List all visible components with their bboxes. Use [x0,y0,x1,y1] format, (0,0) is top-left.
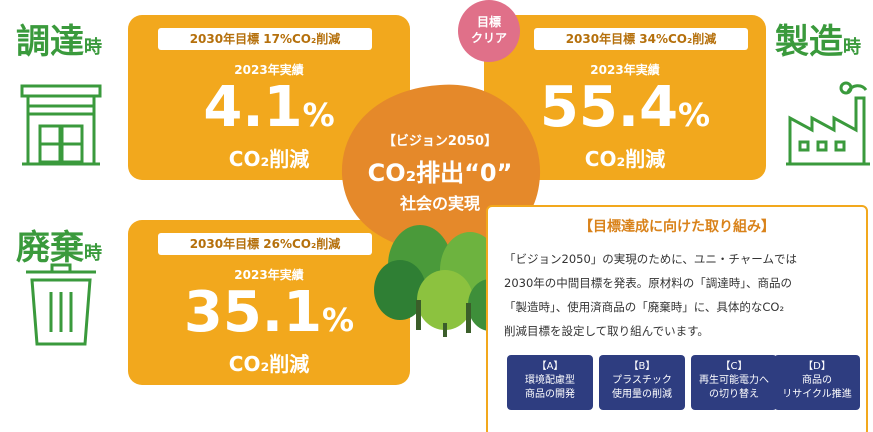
result-value: 4.1 [203,75,303,140]
heading-suffix: 時 [843,37,861,58]
heading: 廃棄時 [16,220,102,269]
result-value: 35.1 [183,280,323,345]
vision-title: CO₂排出“0” [367,159,513,187]
button-text: 商品の開発 [525,389,575,400]
vision: 【ビジョン2050】 CO₂排出“0” 社会の実現 [340,130,540,214]
heading-text: 調達 [16,22,84,62]
text-line: 「ビジョン2050」の実現のために、ユニ・チャームでは [504,252,797,266]
result-value: 55.4 [539,75,679,140]
target-label: 2030年目標 34%CO₂削減 [534,28,748,50]
initiative-button[interactable]: 【C】再生可能電力へ の切り替え [691,355,777,410]
heading-text: 製造 [775,22,843,62]
result-caption: CO₂削減 [228,147,310,171]
result-caption: CO₂削減 [584,147,666,171]
factory-icon [786,81,870,166]
result: 55.4% [484,75,766,148]
text-line: 2030年の中間目標を発表。原材料の「調達時」、商品の [504,276,793,290]
button-text: 再生可能電力へ [699,375,769,386]
button-key: 【C】 [720,361,748,372]
result: 35.1% [128,280,410,353]
year-label: 2023年実績 [234,63,304,77]
heading-text: 廃棄 [16,228,84,268]
result-card: 2030年目標 26%CO₂削減 2023年実績 35.1% CO₂削減 [128,220,410,385]
result: 4.1% [128,75,410,148]
target-label: 2030年目標 17%CO₂削減 [158,28,372,50]
result-unit: % [322,301,355,339]
button-key: 【A】 [536,361,564,372]
vision-subtitle: 社会の実現 [399,194,480,213]
button-key: 【D】 [803,361,831,372]
year-label: 2023年実績 [590,63,660,77]
target-label: 2030年目標 26%CO₂削減 [158,233,372,255]
vision-label: 【ビジョン2050】 [382,134,498,149]
button-text: 商品の [802,375,832,386]
trash-icon [26,263,96,346]
button-text: 使用量の削減 [612,389,672,400]
button-text: プラスチック [612,375,672,386]
initiative-button[interactable]: 【A】環境配慮型商品の開発 [507,355,593,410]
panel-title: 【目標達成に向けた取り組み】 [579,219,775,235]
result-card: 2030年目標 34%CO₂削減 2023年実績 55.4% CO₂削減 [484,15,766,180]
panel-text: 「ビジョン2050」の実現のために、ユニ・チャームでは 2030年の中間目標を発… [504,247,797,343]
warehouse-icon [20,84,102,166]
result-unit: % [678,96,711,134]
heading: 調達時 [16,14,102,63]
badge-text: クリア [470,31,507,45]
text-line: 削減目標を設定して取り組んでいます。 [504,324,709,338]
button-text: リサイクル推進 [782,389,852,400]
goal-badge: 目標 クリア [458,0,520,62]
badge-text: 目標 [476,15,501,29]
initiative-button[interactable]: 【B】プラスチック 使用量の削減 [599,355,685,410]
result-unit: % [302,96,335,134]
result-caption: CO₂削減 [228,352,310,376]
button-key: 【B】 [628,361,656,372]
button-text: 環境配慮型 [525,375,575,386]
button-text: の切り替え [709,389,759,400]
text-line: 「製造時」、使用済商品の「廃棄時」に、具体的なCO₂ [504,300,785,314]
heading-suffix: 時 [84,243,102,264]
heading-suffix: 時 [84,37,102,58]
heading: 製造時 [775,14,861,63]
year-label: 2023年実績 [234,268,304,282]
initiative-button[interactable]: 【D】商品のリサイクル推進 [774,355,860,410]
